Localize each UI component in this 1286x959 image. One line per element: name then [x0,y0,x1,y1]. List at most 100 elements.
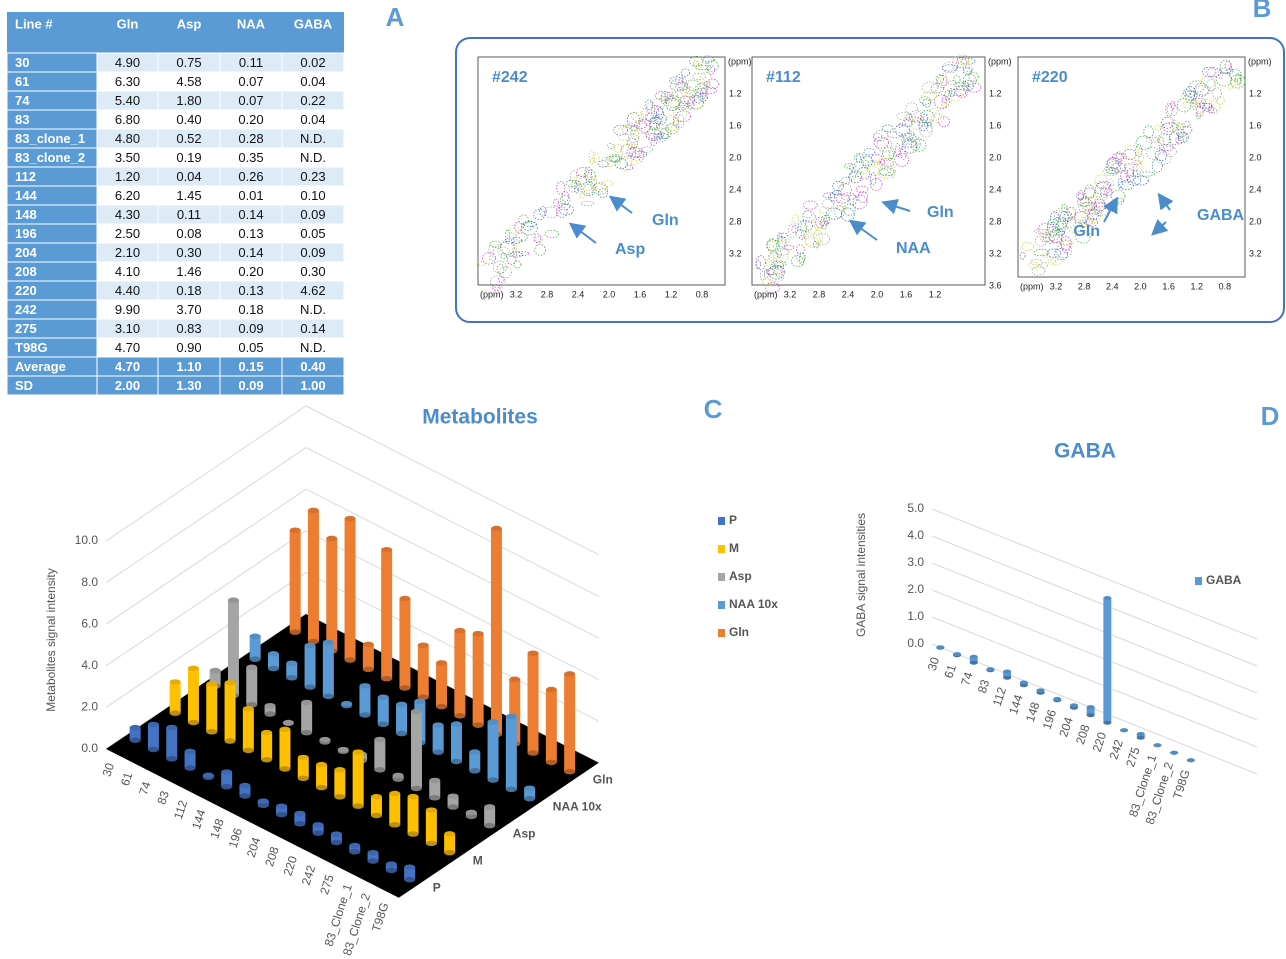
y-tick-label: 0.0 [907,636,924,650]
table-cell-text: 0.28 [238,131,263,146]
table-cell-text: 0.14 [238,245,263,260]
x-tick-label: 112 [990,685,1009,708]
table-cell-text: 0.15 [238,359,263,374]
series-axis-label: NAA 10x [553,799,602,813]
bar-base [276,812,287,818]
table-cell-text: 3.50 [115,150,140,165]
spectrum-frame [478,57,725,285]
bar-top [225,680,236,686]
chart-title: GABA [1054,440,1116,463]
table-cell-text: 0.18 [238,302,263,317]
bar-top [188,666,199,672]
bar-top [1103,596,1111,600]
bar-top [444,831,455,837]
bar [353,752,364,806]
bar-top [221,769,232,775]
bar [426,810,437,843]
bar-top [488,719,499,725]
table-cell-text: 220 [15,283,37,298]
table-cell-text: 0.14 [300,321,325,336]
bar-base [381,676,392,682]
y-tick-label: 0.0 [81,741,98,755]
spectrum-ytick: 3.2 [1249,248,1262,258]
table-cell-text: 0.11 [177,207,201,222]
bar-top [1187,758,1195,762]
table-cell-text: 0.14 [238,207,263,222]
bar-base [290,629,301,635]
bar-base [243,748,254,754]
legend-label: M [729,541,739,555]
bar [334,770,345,797]
series-axis-label: Asp [513,826,536,840]
spectrum-xtick: 3.2 [784,289,797,299]
bar-top [228,597,239,603]
spectrum-unit: (ppm) [480,289,504,299]
bar-base [130,737,141,743]
bar-top [399,596,410,602]
spectrum-xtick: 0.8 [1219,281,1232,291]
bar-base [389,822,400,828]
y-tick-label: 6.0 [81,616,98,630]
bar-top [353,749,364,755]
table-cell-text: 4.30 [115,207,140,222]
spectrum-ytick: 1.6 [729,120,742,130]
bar [528,653,539,753]
bar-top [279,727,290,733]
bar-top [1137,732,1145,736]
spectrum-xtick: 1.6 [634,289,647,299]
legend-swatch [718,545,725,553]
bar-base [1137,736,1145,740]
chart-title: Metabolites [422,406,538,429]
table-cell-text: 0.07 [238,74,263,89]
annotation: Asp [615,241,645,258]
bar-top [268,651,279,657]
table-cell-text: 208 [15,264,37,279]
bar-top [1087,705,1095,709]
bar-base [334,794,345,800]
bar-top [393,773,404,779]
bar [345,519,356,660]
table-cell-text: 0.13 [238,283,263,298]
spectrum-xtick: 2.4 [572,289,585,299]
annotation: Gln [927,204,954,221]
bar-top [313,822,324,828]
spectrum-label: #242 [492,69,528,86]
bar-top [359,683,370,689]
spectrum-ytick: 2.4 [1249,184,1262,194]
table-cell-text: N.D. [300,131,326,146]
bar [408,797,419,834]
table-cell-text: 0.09 [300,245,325,260]
bar-top [1153,743,1161,747]
x-tick-label: T98G [369,901,392,934]
bar-top [433,722,444,728]
bar-top [243,706,254,712]
bar-base [286,675,297,681]
table-cell-text: 4.62 [300,283,325,298]
table-cell-text: 0.09 [300,207,325,222]
bar [250,636,261,659]
x-tick-label: 30 [925,655,943,672]
y-tick-label: 2.0 [907,582,924,596]
bar-base [221,784,232,790]
y-tick-label: 2.0 [81,700,98,714]
bar-base [265,711,276,717]
x-tick-label: 74 [136,780,154,797]
x-tick-label: 83 [154,789,172,806]
x-tick-label: 144 [189,807,209,831]
table-header: NAA [237,16,266,31]
x-tick-label: T98G [1170,768,1193,801]
bar-top [338,747,349,753]
spectrum-ytick: 2.0 [1249,216,1262,226]
table-cell-text: Average [15,359,66,374]
spectrum-label: #220 [1032,69,1068,86]
bar-top [411,709,422,715]
bar [378,697,389,724]
bar-top [1037,688,1045,692]
bar-base [970,661,978,665]
bar-base [359,712,370,718]
spectrum-ytick: 2.0 [989,152,1002,162]
bar-top [491,526,502,532]
table-cell-text: 2.10 [115,245,140,260]
bar-top [473,631,484,637]
spectrum-xtick: 2.4 [1106,281,1119,291]
